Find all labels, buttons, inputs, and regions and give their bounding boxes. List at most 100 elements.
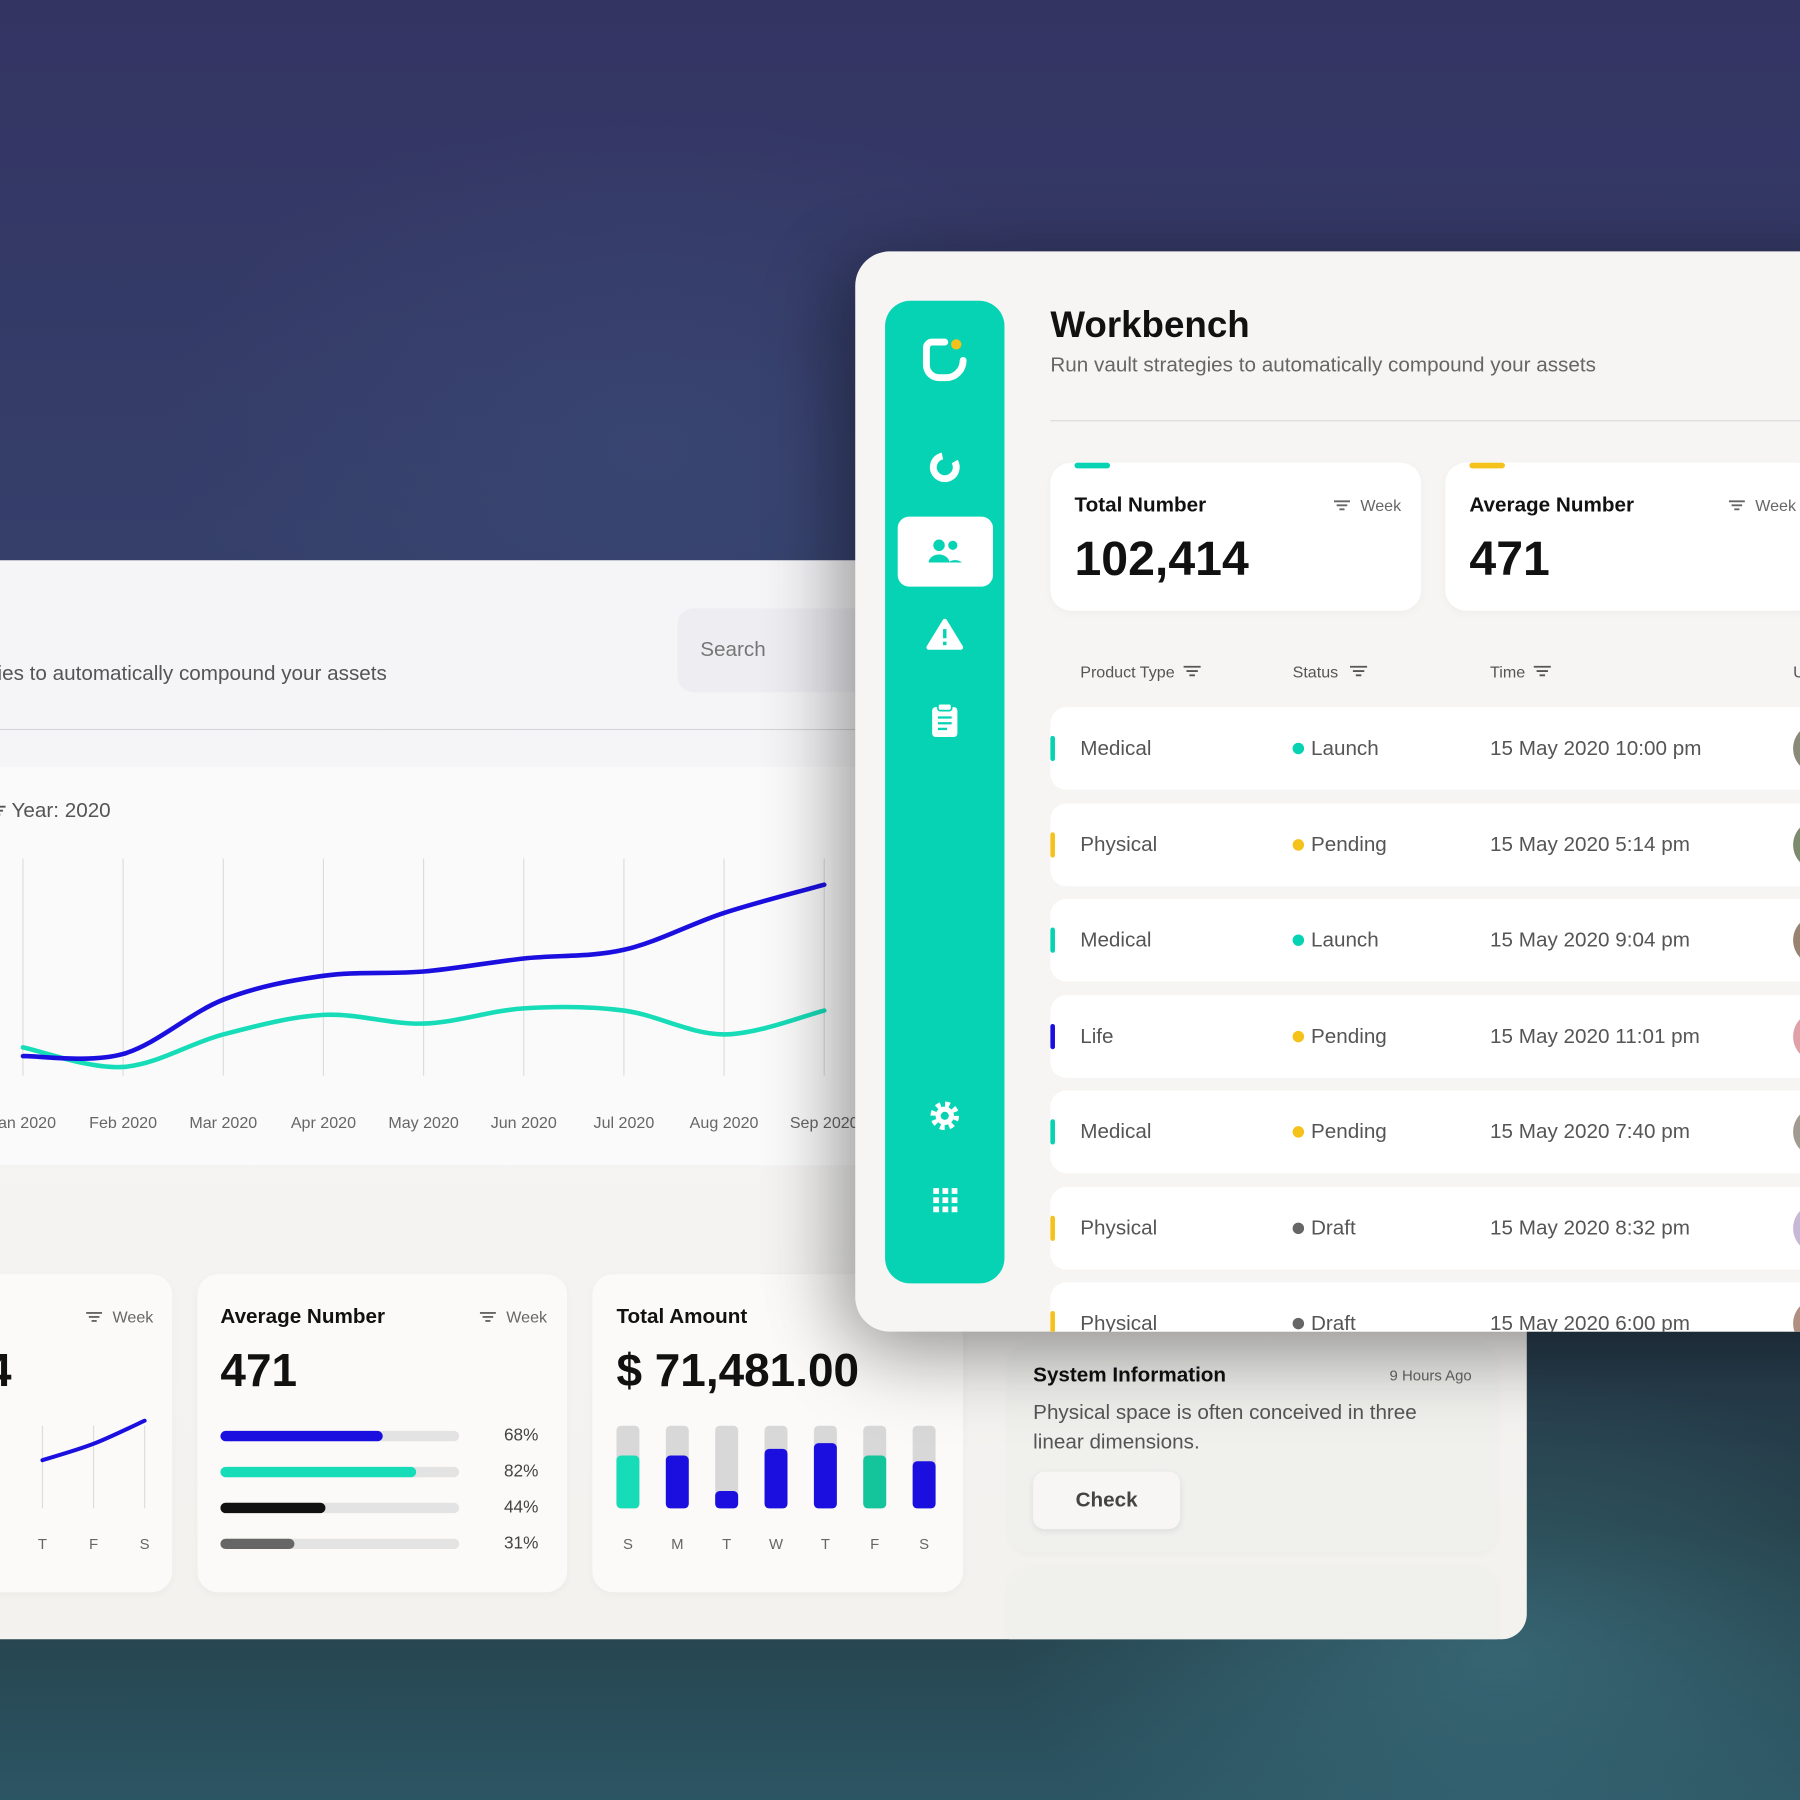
info-card: System Information 9 Hours Ago Physical sp… [1009, 1343, 1497, 1553]
product-type: Medical [1080, 736, 1152, 760]
column-header[interactable]: U [1793, 662, 1800, 680]
avatar [1793, 723, 1800, 774]
filter-icon [0, 805, 6, 816]
stat-accent [1074, 462, 1111, 469]
bar [863, 1455, 887, 1509]
status-dot [1292, 742, 1305, 755]
people-icon [948, 540, 958, 550]
x-tick-label: S [623, 1536, 633, 1553]
bar-track [715, 1425, 739, 1509]
table-row[interactable]: Physical Draft 15 May 2020 6:00 pm [1050, 1282, 1800, 1332]
filter-icon [1182, 666, 1201, 677]
filter-icon [86, 1311, 103, 1322]
progress-label: 44% [504, 1497, 538, 1517]
stat-filter[interactable]: Week [1755, 495, 1797, 515]
stat-filter[interactable]: Week [1360, 495, 1402, 515]
status: Draft [1310, 1311, 1356, 1332]
status: Launch [1310, 928, 1379, 952]
sidebar-icons [897, 338, 993, 1213]
stat-accent [1469, 462, 1505, 469]
avatar [1793, 914, 1800, 966]
table-row[interactable]: Physical Pending 15 May 2020 5:14 pm [1050, 802, 1800, 886]
time: 15 May 2020 5:14 pm [1490, 832, 1690, 856]
table-row[interactable]: Medical Pending 15 May 2020 7:40 pm [1050, 1090, 1800, 1174]
stat-value: 471 [1469, 531, 1550, 586]
subtitle: Run vault strategies to automatically co… [0, 661, 387, 685]
x-tick-label: M [671, 1536, 683, 1553]
bar [715, 1491, 739, 1509]
search-placeholder[interactable]: Search [700, 637, 766, 661]
status-dot [1292, 934, 1305, 946]
x-tick-label: Aug 2020 [690, 1114, 759, 1132]
x-tick-label: Mar 2020 [189, 1114, 257, 1132]
total-card: Week 102,414 T F S [0, 1274, 173, 1593]
alert-icon [943, 629, 947, 639]
info-title: System Information [1033, 1363, 1227, 1387]
x-tick-label: Feb 2020 [89, 1114, 157, 1132]
table-row[interactable]: Life Pending 15 May 2020 11:01 pm [1050, 994, 1800, 1078]
next-card [1009, 1566, 1497, 1640]
dashboard-icon[interactable] [929, 452, 960, 483]
avatar [1793, 1298, 1800, 1332]
table-row[interactable]: Medical Launch 15 May 2020 10:00 pm [1050, 707, 1800, 790]
card-value: $ 71,481.00 [616, 1345, 860, 1397]
card-filter[interactable]: Week [506, 1307, 548, 1326]
front-panel: Workbench Run vault strategies to automat… [855, 251, 1800, 1332]
card-value: 102,414 [0, 1346, 11, 1398]
time: 15 May 2020 11:01 pm [1490, 1023, 1700, 1047]
table-row[interactable]: Medical Launch 15 May 2020 9:04 pm [1050, 898, 1800, 982]
amount-card: Total Amount $ 71,481.00 S M T W T F S [592, 1274, 964, 1593]
avatar [1793, 1202, 1800, 1253]
x-tick-label: F [870, 1536, 879, 1553]
card-value: 471 [220, 1345, 298, 1397]
stat-card: Total Number Week 102,414 [1050, 462, 1422, 611]
column-header[interactable]: Status [1292, 662, 1339, 681]
divider [1050, 420, 1800, 422]
stat-title: Average Number [1469, 493, 1634, 517]
status-dot [1292, 1317, 1305, 1330]
logo[interactable] [922, 338, 967, 382]
average-card: Average Number Week 471 68% 82% 44% 31% [197, 1274, 568, 1593]
apps-dot [933, 1206, 940, 1213]
bar [665, 1455, 689, 1509]
filter-icon [1333, 500, 1350, 510]
card-filter[interactable]: Week [112, 1307, 154, 1326]
status-dot [1292, 1030, 1305, 1042]
column-header[interactable]: Time [1490, 662, 1526, 681]
chart-card: Year: 2020 Jan 2020 Feb 2020 Mar 2020 Apr 20… [0, 766, 856, 1166]
info-message: Physical space is often conceived in thr… [1033, 1400, 1417, 1454]
avatar [1793, 1106, 1800, 1158]
row-indicator [1050, 735, 1055, 762]
column-header[interactable]: Product Type [1080, 662, 1175, 681]
alert-icon [943, 641, 947, 646]
status: Launch [1310, 736, 1379, 760]
product-type: Physical [1080, 832, 1158, 856]
chart-filter[interactable]: Year: 2020 [11, 798, 111, 822]
button-label[interactable]: Check [1075, 1488, 1138, 1512]
time: 15 May 2020 10:00 pm [1490, 736, 1702, 760]
people-icon [933, 539, 945, 552]
page-title: Workbench [1050, 303, 1250, 345]
settings-icon[interactable] [930, 1101, 960, 1131]
x-tick-label: Jun 2020 [491, 1114, 557, 1132]
apps-dot [942, 1206, 949, 1213]
filter-icon [1728, 500, 1745, 510]
filter-icon [1349, 666, 1367, 677]
apps-dot [951, 1197, 958, 1204]
progress-bar [220, 1430, 383, 1442]
status: Pending [1310, 1119, 1387, 1143]
bar [813, 1443, 837, 1509]
x-tick-label: Jan 2020 [0, 1114, 56, 1132]
apps-dot [951, 1188, 958, 1194]
table-row[interactable]: Physical Draft 15 May 2020 8:32 pm [1050, 1186, 1800, 1270]
status: Pending [1310, 832, 1387, 856]
x-tick-label: W [769, 1536, 784, 1553]
x-tick-label: F [89, 1536, 98, 1553]
time: 15 May 2020 7:40 pm [1490, 1119, 1690, 1143]
apps-icon[interactable] [933, 1188, 958, 1213]
active-nav[interactable] [897, 516, 993, 587]
bar [912, 1461, 936, 1509]
progress-label: 82% [504, 1461, 538, 1481]
status-dot [1292, 1126, 1305, 1138]
check-button[interactable]: Check [1033, 1471, 1181, 1530]
